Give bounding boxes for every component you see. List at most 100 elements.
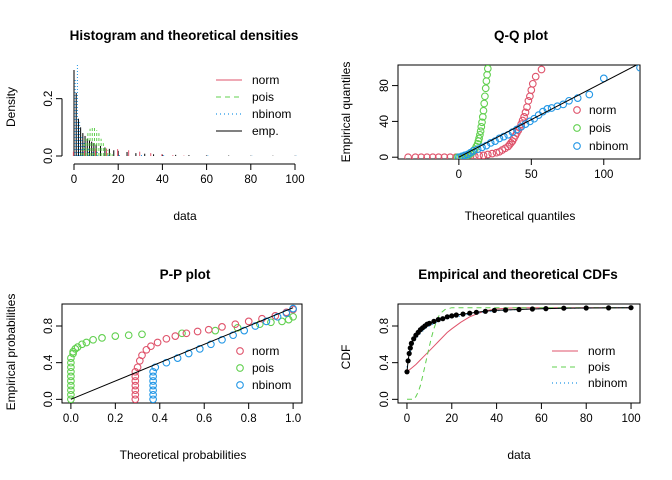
pp-point-pois bbox=[111, 332, 120, 340]
histogram-plot-area: 0 20 40 60 80 100 0.0 0.2 bbox=[43, 64, 305, 186]
qq-point-nbinom bbox=[573, 94, 582, 102]
qq-point-norm bbox=[526, 92, 534, 101]
histogram-x-tick-label: 40 bbox=[156, 174, 169, 186]
pp-point-pois bbox=[82, 338, 91, 347]
empirical-cdf-point bbox=[467, 310, 473, 316]
pp-point-norm bbox=[171, 332, 180, 340]
pp-x-tick-label: 0.0 bbox=[63, 413, 79, 425]
qq-plot-area: 0 50 100 0 40 80 bbox=[379, 64, 641, 181]
pp-point-nbinom bbox=[149, 381, 157, 390]
qq-point-norm bbox=[417, 153, 426, 159]
pp-point-nbinom bbox=[149, 367, 157, 376]
pp-point-pois bbox=[267, 318, 275, 327]
pp-point-pois bbox=[78, 340, 86, 349]
histogram-title: Histogram and theoretical densities bbox=[70, 28, 299, 43]
pp-point-norm bbox=[244, 317, 253, 326]
histogram-xlabel: data bbox=[173, 209, 197, 223]
legend-pois-swatch bbox=[236, 364, 244, 372]
qq-point-nbinom bbox=[543, 105, 552, 113]
empirical-cdf-point bbox=[435, 317, 441, 323]
legend-pois-label: pois bbox=[588, 360, 610, 374]
pp-x-tick-label: 0.6 bbox=[196, 413, 212, 425]
histogram-ylabel: Density bbox=[4, 87, 18, 127]
pp-point-norm bbox=[131, 395, 140, 403]
empirical-cdf-point bbox=[473, 309, 479, 315]
qq-point-norm bbox=[423, 153, 431, 159]
pp-x-tick-label: 0.2 bbox=[107, 413, 123, 425]
pp-point-norm bbox=[218, 323, 226, 331]
empirical-cdf-point bbox=[426, 320, 432, 326]
histogram-legend: norm pois nbinom emp. bbox=[216, 73, 291, 138]
qq-point-nbinom bbox=[585, 90, 594, 99]
empirical-cdf-point bbox=[440, 316, 446, 322]
pp-point-pois bbox=[211, 326, 220, 335]
empirical-cdf-point bbox=[606, 305, 612, 311]
pp-legend: norm pois nbinom bbox=[236, 344, 291, 392]
qq-point-norm bbox=[527, 86, 536, 94]
pp-point-norm bbox=[133, 363, 142, 372]
pp-point-norm bbox=[131, 381, 140, 390]
empirical-cdf-point bbox=[453, 312, 459, 318]
pp-point-norm bbox=[162, 334, 171, 343]
pp-point-nbinom bbox=[149, 386, 157, 395]
empirical-cdf-point bbox=[460, 311, 466, 317]
empirical-cdf-point bbox=[444, 314, 450, 320]
pp-point-pois bbox=[98, 334, 106, 342]
pp-y-tick-label: 0.0 bbox=[43, 391, 55, 407]
legend-nbinom-swatch bbox=[236, 381, 244, 389]
qq-point-norm bbox=[428, 153, 437, 159]
legend-nbinom-swatch bbox=[573, 142, 581, 150]
pp-data-layer bbox=[67, 304, 297, 403]
cdf-x-tick-label: 60 bbox=[535, 413, 548, 425]
pp-point-norm bbox=[193, 327, 202, 336]
empirical-cdf-point bbox=[405, 358, 411, 364]
legend-nbinom-label: nbinom bbox=[252, 107, 291, 121]
qq-data-layer bbox=[404, 65, 640, 159]
qq-y-tick-label: 80 bbox=[379, 79, 391, 92]
pp-point-pois bbox=[138, 330, 146, 339]
qq-point-nbinom bbox=[499, 132, 508, 141]
pp-point-norm bbox=[147, 342, 155, 351]
pp-point-nbinom bbox=[149, 390, 157, 399]
qq-x-tick-label: 0 bbox=[456, 169, 462, 181]
qq-legend: norm pois nbinom bbox=[573, 103, 628, 153]
pp-point-pois bbox=[67, 386, 75, 395]
qq-title: Q-Q plot bbox=[494, 28, 548, 43]
legend-norm-swatch bbox=[573, 106, 581, 114]
cdf-ylabel: CDF bbox=[339, 345, 353, 370]
pp-y-tick-label: 0.8 bbox=[43, 318, 55, 334]
pp-point-nbinom bbox=[262, 317, 271, 326]
qq-point-norm bbox=[446, 153, 455, 159]
nbinom-cdf-line bbox=[406, 307, 632, 368]
legend-nbinom-label: nbinom bbox=[589, 139, 628, 153]
empirical-cdf-point bbox=[407, 345, 413, 351]
pp-point-norm bbox=[138, 351, 146, 360]
empirical-cdf-point bbox=[561, 305, 567, 311]
qq-point-norm bbox=[479, 151, 488, 159]
qq-x-tick-label: 100 bbox=[594, 169, 613, 181]
pp-point-nbinom bbox=[273, 312, 282, 321]
pp-y-tick-label: 0.4 bbox=[43, 354, 55, 371]
panel-cdf-plot: Empirical and theoretical CDFs data CDF … bbox=[339, 267, 641, 462]
qq-point-pois bbox=[482, 77, 491, 85]
pp-ylabel: Empirical probabilities bbox=[4, 294, 18, 411]
pp-point-nbinom bbox=[251, 322, 260, 330]
pp-x-tick-label: 0.8 bbox=[241, 413, 257, 425]
qq-point-nbinom bbox=[565, 96, 573, 105]
empirical-cdf-point bbox=[408, 340, 414, 346]
histogram-x-tick-label: 20 bbox=[112, 174, 125, 186]
panel-qq-plot: Q-Q plot Theoretical quantiles Empirical… bbox=[339, 28, 641, 223]
pp-title: P-P plot bbox=[160, 267, 211, 282]
qq-point-norm bbox=[528, 79, 537, 88]
pp-point-pois bbox=[89, 335, 97, 344]
pp-point-norm bbox=[142, 345, 151, 354]
empirical-cdf-point bbox=[516, 306, 522, 313]
legend-norm-label: norm bbox=[588, 344, 615, 358]
qq-point-pois bbox=[475, 134, 483, 143]
qq-point-norm bbox=[411, 153, 420, 159]
pp-x-tick-label: 1.0 bbox=[285, 413, 301, 425]
pp-point-pois bbox=[289, 312, 297, 321]
cdf-y-tick-label: 0.4 bbox=[379, 354, 391, 371]
cdf-x-tick-label: 80 bbox=[580, 413, 593, 425]
